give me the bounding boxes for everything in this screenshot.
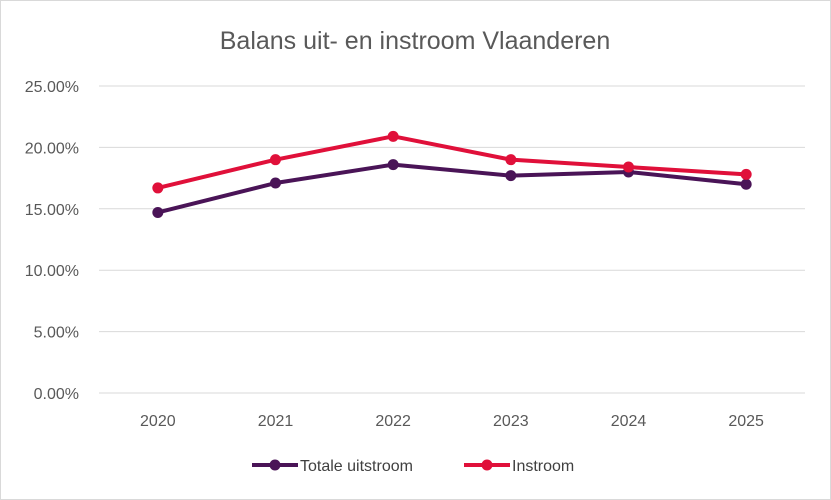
- y-tick-label: 15.00%: [25, 202, 79, 219]
- legend: Totale uitstroom Instroom: [252, 458, 574, 475]
- legend-swatch-marker: [481, 459, 493, 471]
- x-tick-label: 2022: [375, 413, 411, 430]
- legend-swatch-marker: [269, 459, 281, 471]
- data-point-totale-uitstroom: [152, 206, 164, 218]
- data-point-instroom: [623, 161, 634, 173]
- x-tick-label: 2023: [493, 413, 529, 430]
- data-point-instroom: [152, 182, 164, 194]
- x-tick-label: 2024: [611, 413, 647, 430]
- data-point-totale-uitstroom: [270, 177, 281, 189]
- x-tick-label: 2025: [728, 413, 764, 430]
- x-tick-label: 2020: [140, 413, 176, 430]
- data-point-instroom: [505, 154, 517, 166]
- y-tick-label: 20.00%: [25, 140, 79, 157]
- series-lines: [152, 130, 752, 218]
- x-axis-ticks: 2020 2021 2022 2023 2024 2025: [140, 413, 764, 430]
- data-point-totale-uitstroom: [740, 178, 752, 190]
- y-axis-ticks: 0.00% 5.00% 10.00% 15.00% 20.00% 25.00%: [25, 79, 79, 403]
- y-tick-label: 25.00%: [25, 79, 79, 96]
- y-tick-label: 0.00%: [34, 386, 79, 403]
- legend-label: Totale uitstroom: [300, 458, 413, 475]
- data-point-instroom: [387, 130, 399, 142]
- series-line-instroom: [155, 134, 749, 190]
- data-point-instroom: [270, 154, 281, 166]
- legend-label: Instroom: [512, 458, 574, 475]
- data-point-instroom: [740, 168, 752, 180]
- series-line-totale-uitstroom: [155, 162, 749, 215]
- data-point-totale-uitstroom: [387, 159, 399, 171]
- gridlines: [99, 85, 805, 394]
- x-tick-label: 2021: [258, 413, 294, 430]
- data-point-totale-uitstroom: [505, 170, 517, 182]
- chart-title: Balans uit- en instroom Vlaanderen: [220, 27, 611, 55]
- y-tick-label: 10.00%: [25, 263, 79, 280]
- y-tick-label: 5.00%: [34, 325, 79, 342]
